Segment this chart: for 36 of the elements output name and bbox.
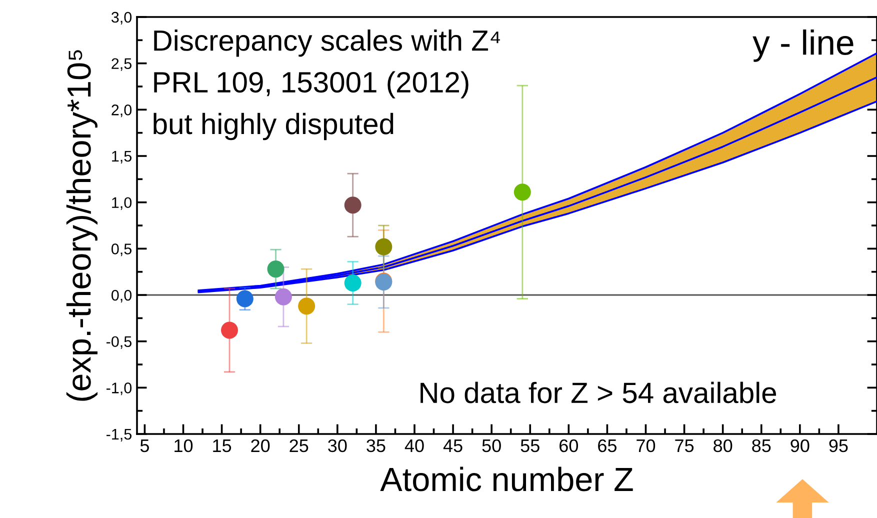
x-tick-label: 30 [328,439,347,452]
annotation: but highly disputed [154,112,394,140]
x-axis-title: Atomic number Z [380,466,633,492]
x-tick-label: 75 [675,440,694,452]
annotation: Discrepancy scales with Z⁴ [154,30,500,57]
y-tick-label: 2,0 [112,104,132,118]
y-tick-label: 1,0 [112,197,132,210]
y-tick-label: 0,5 [112,244,132,256]
y-axis-title: (exp.-theory)/theory*10⁵ [66,50,98,401]
y-tick-label: -1,5 [106,429,132,442]
x-tick-label: 10 [174,439,193,452]
annotation: y - line [752,30,854,62]
y-tick-label: 1,5 [112,151,132,164]
x-tick-label: 60 [560,439,578,452]
x-tick-label: 45 [443,440,462,452]
annotation: No data for Z > 54 available [420,382,776,404]
x-tick-label: 25 [290,439,308,452]
x-tick-label: 80 [714,439,732,452]
x-tick-label: 5 [140,440,149,452]
x-tick-label: 40 [404,439,424,452]
x-tick-label: 35 [366,439,386,452]
x-tick-label: 20 [251,439,270,452]
x-tick-label: 15 [213,440,232,452]
x-tick-label: 50 [482,439,501,452]
x-tick-label: 85 [752,439,771,452]
y-tick-label: 2,5 [112,58,132,71]
x-tick-label: 90 [790,439,810,452]
y-tick-label: 0,0 [112,290,132,302]
y-tick-label: -1,0 [106,382,132,396]
y-tick-label: 3,0 [111,12,132,24]
x-tick-label: 65 [598,439,616,452]
x-tick-label: 70 [636,439,656,452]
y-tick-label: -0,5 [106,336,132,349]
x-tick-label: 95 [829,439,848,452]
x-tick-label: 55 [520,440,540,452]
annotation: PRL 109, 153001 (2012) [154,71,468,98]
